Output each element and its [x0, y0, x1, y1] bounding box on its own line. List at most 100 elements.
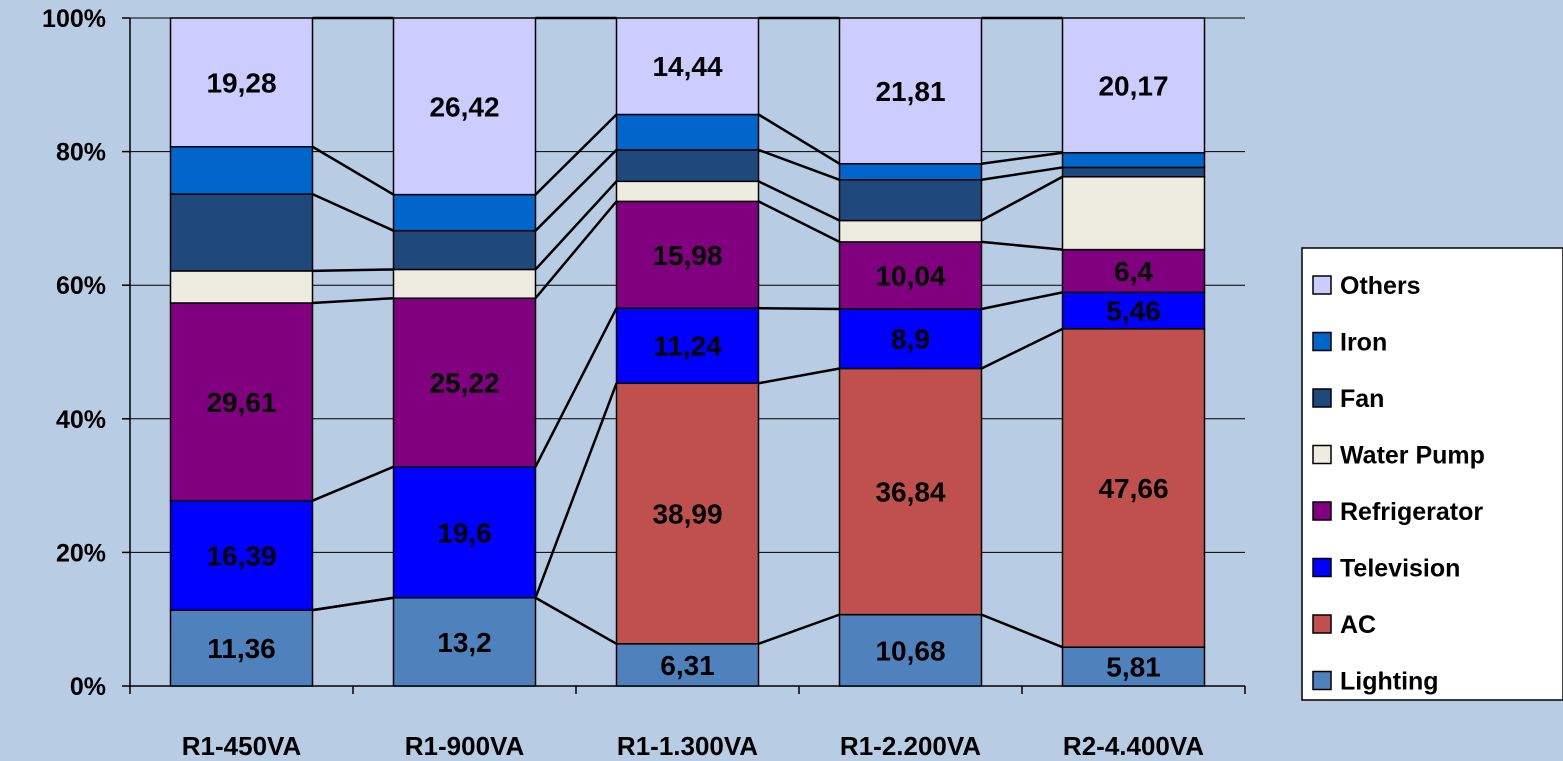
bar-segment-water-pump [392, 268, 537, 299]
series-line [534, 307, 618, 468]
series-line [534, 149, 618, 232]
bar-segment-others [392, 17, 537, 196]
bar-segment-television [392, 466, 537, 599]
data-label: 6,31 [660, 650, 715, 681]
legend-swatch [1312, 670, 1332, 691]
legend-swatch [1312, 614, 1332, 634]
bar-segment-iron [1061, 151, 1206, 169]
bar-segment-iron [392, 193, 537, 232]
series-line [534, 382, 618, 599]
data-label: 20,17 [1098, 70, 1168, 101]
series-line [312, 465, 394, 502]
y-tick-label: 0% [70, 673, 106, 701]
data-label: 6,4 [1114, 256, 1153, 287]
data-label: 38,99 [652, 499, 722, 530]
series-line [758, 613, 840, 646]
series-line [312, 596, 394, 612]
legend-swatch [1312, 331, 1332, 352]
data-label: 26,42 [429, 91, 499, 122]
data-label: 11,36 [207, 633, 276, 664]
data-label: 21,81 [875, 76, 945, 107]
bar-segment-television [1061, 291, 1206, 330]
bar-segment-fan [169, 193, 314, 272]
y-tick-label: 100% [42, 5, 106, 33]
x-category-label: R1-450VA [182, 731, 302, 761]
data-label: 25,22 [429, 367, 499, 398]
y-tick-label: 20% [56, 539, 106, 567]
bar-segment-fan [615, 149, 760, 183]
series-line [980, 327, 1064, 370]
bar-segment-others [615, 17, 760, 116]
bar-segment-iron [838, 162, 983, 181]
bar-segment-others [838, 17, 983, 165]
series-line [534, 596, 618, 645]
series-line [534, 200, 618, 299]
bar-segment-lighting [615, 643, 760, 687]
bar-segment-others [1061, 17, 1206, 154]
data-label: 36,84 [875, 477, 945, 508]
bar-segment-television [169, 499, 314, 611]
bar-segment-water-pump [838, 219, 983, 243]
bar-segment-others [169, 17, 314, 148]
legend [1301, 247, 1563, 701]
bar-segment-ac [838, 367, 983, 616]
legend-swatch [1312, 275, 1332, 295]
legend-label: Others [1340, 272, 1421, 300]
series-line [757, 180, 841, 222]
legend-swatch [1312, 444, 1332, 465]
bar-segment-refrigerator [615, 200, 760, 309]
bar-segment-fan [392, 229, 537, 271]
x-category-label: R1-2.200VA [840, 731, 981, 761]
data-label: 11,24 [653, 331, 722, 362]
series-line [981, 291, 1063, 311]
legend-label: Water Pump [1340, 442, 1485, 470]
bar-segment-fan [1061, 166, 1206, 178]
data-label: 13,2 [437, 627, 492, 658]
x-category-label: R1-900VA [405, 731, 525, 761]
bar-segment-refrigerator [169, 302, 314, 502]
y-tick-label: 80% [56, 139, 106, 167]
legend-swatch [1312, 501, 1332, 521]
data-label: 16,39 [206, 540, 276, 571]
bar-segment-lighting [392, 597, 537, 687]
x-category-label: R2-4.400VA [1063, 731, 1204, 761]
series-line [534, 113, 618, 196]
bar-segment-television [615, 307, 760, 385]
legend-label: Television [1340, 555, 1460, 583]
bar-segment-water-pump [169, 270, 314, 304]
y-tick-label: 60% [56, 272, 106, 300]
data-label: 19,6 [437, 517, 492, 548]
data-label: 14,44 [652, 51, 722, 82]
series-line [981, 240, 1063, 251]
legend-label: AC [1340, 611, 1376, 639]
series-line [758, 148, 840, 181]
legend-swatch [1312, 557, 1332, 578]
series-line [311, 145, 395, 196]
series-line [758, 306, 840, 311]
y-tick-label: 40% [56, 406, 106, 434]
data-label: 8,9 [891, 324, 930, 355]
series-line [534, 180, 618, 271]
legend-label: Iron [1340, 329, 1387, 357]
bar-segment-lighting [169, 609, 314, 687]
legend-swatch [1312, 388, 1332, 408]
series-line [758, 367, 840, 385]
bar-segment-refrigerator [392, 297, 537, 468]
series-line [981, 613, 1063, 649]
data-label: 29,61 [206, 387, 276, 418]
legend-label: Lighting [1340, 668, 1439, 696]
x-category-label: R1-1.300VA [617, 731, 758, 761]
series-line [312, 296, 394, 305]
data-label: 47,66 [1098, 473, 1168, 504]
data-label: 10,04 [875, 260, 945, 291]
series-line [311, 193, 395, 232]
bar-segment-television [838, 308, 983, 370]
bar-segment-fan [838, 179, 983, 222]
data-label: 10,68 [875, 635, 945, 666]
series-line [757, 113, 841, 165]
series-line [981, 166, 1063, 182]
bar-segment-ac [615, 382, 760, 645]
legend-label: Refrigerator [1340, 498, 1483, 526]
bar-segment-iron [169, 145, 314, 195]
